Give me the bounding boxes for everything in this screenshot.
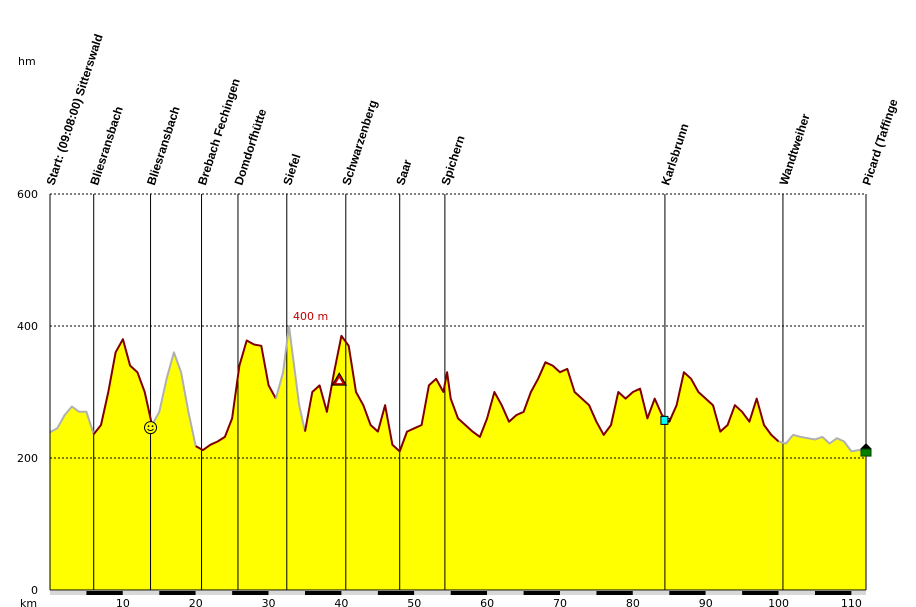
y-tick-label: 200 bbox=[17, 452, 38, 465]
scale-bar-segment bbox=[742, 591, 779, 595]
y-unit-label: hm bbox=[18, 55, 36, 68]
cup-icon bbox=[660, 415, 671, 425]
waypoint-label: Schwarzenberg bbox=[339, 98, 380, 187]
profile-line-alt bbox=[151, 351, 197, 447]
x-tick-label: 110 bbox=[841, 597, 862, 607]
waypoint-label: Karlsbrunn bbox=[658, 122, 691, 187]
scale-bar-segment bbox=[523, 591, 560, 595]
scale-bar-segment bbox=[851, 591, 866, 595]
house-body bbox=[860, 448, 872, 457]
peak-annotation: 400 m bbox=[293, 310, 328, 323]
scale-bar-segment bbox=[86, 591, 123, 595]
profile-line-alt bbox=[49, 405, 95, 435]
x-tick-label: 80 bbox=[626, 597, 640, 607]
scale-bar-segment bbox=[560, 591, 597, 595]
waypoint-label: Picard (Taffinge bbox=[860, 97, 901, 187]
scale-bar-segment bbox=[414, 591, 451, 595]
x-tick-label: 60 bbox=[480, 597, 494, 607]
scale-bar-segment bbox=[705, 591, 743, 595]
profile-line-main bbox=[92, 338, 153, 435]
scale-bar-segment bbox=[268, 591, 305, 595]
scale-bar-segment bbox=[50, 591, 87, 595]
waypoint-label: Saar bbox=[393, 158, 414, 187]
waypoint-label: Wandtweiher bbox=[776, 112, 812, 187]
profile-line-main bbox=[304, 334, 780, 453]
scale-bar-segment bbox=[195, 591, 233, 595]
warning-inner bbox=[336, 378, 343, 384]
smiley-eye bbox=[147, 425, 150, 428]
house-roof bbox=[860, 443, 872, 450]
scale-bar-segment bbox=[305, 591, 342, 595]
x-tick-label: 10 bbox=[116, 597, 130, 607]
profile-line-main bbox=[195, 339, 277, 452]
waypoint-label: Siefel bbox=[280, 152, 303, 187]
smiley-face bbox=[144, 421, 158, 435]
finish-house-icon bbox=[860, 443, 872, 457]
waypoint-label: Bliesransbach bbox=[144, 105, 183, 187]
scale-bar-segment bbox=[632, 591, 670, 595]
warning-icon bbox=[331, 372, 348, 386]
scale-bar-segment bbox=[341, 591, 378, 595]
x-tick-label: 40 bbox=[334, 597, 348, 607]
x-tick-label: 70 bbox=[553, 597, 567, 607]
scale-bar-segment bbox=[487, 591, 524, 595]
waypoint-label: Bliesransbach bbox=[87, 105, 126, 187]
axes-layer: 0 200 400 600 400 m 10 20 30 40 50 60 70 80 90 100 110 bbox=[17, 188, 866, 607]
scale-bar-segment bbox=[159, 591, 196, 595]
waypoint-label: Domdorfhütte bbox=[232, 107, 270, 187]
y-tick-label: 600 bbox=[17, 188, 38, 201]
smiley-eye bbox=[151, 425, 154, 428]
waypoint-label: Spichern bbox=[438, 134, 467, 187]
scale-bar-segment bbox=[122, 591, 160, 595]
smiley-mouth bbox=[147, 428, 154, 432]
x-tick-label: 50 bbox=[407, 597, 421, 607]
scale-bar-segment bbox=[377, 591, 415, 595]
y-tick-label: 0 bbox=[31, 584, 38, 597]
y-tick-label: 400 bbox=[17, 320, 38, 333]
scale-bar-segment bbox=[778, 591, 815, 595]
smiley-icon bbox=[144, 421, 158, 435]
scale-bar-segment bbox=[450, 591, 488, 595]
profile-line-layer bbox=[49, 325, 866, 453]
cup-handle bbox=[667, 417, 671, 422]
x-tick-label: 100 bbox=[768, 597, 789, 607]
scale-bar-segment bbox=[815, 591, 852, 595]
x-tick-label: 30 bbox=[262, 597, 276, 607]
marker-layer bbox=[144, 372, 872, 457]
scale-bar-segment bbox=[596, 591, 633, 595]
profile-line-alt bbox=[274, 325, 306, 432]
scale-bar-segment bbox=[669, 591, 706, 595]
x-tick-label: 20 bbox=[189, 597, 203, 607]
x-unit-label: km bbox=[20, 597, 37, 607]
grid-layer bbox=[50, 193, 866, 459]
profile-line-alt bbox=[778, 433, 866, 453]
x-tick-label: 90 bbox=[699, 597, 713, 607]
scale-bar-segment bbox=[232, 591, 269, 595]
cup-body bbox=[660, 415, 669, 425]
